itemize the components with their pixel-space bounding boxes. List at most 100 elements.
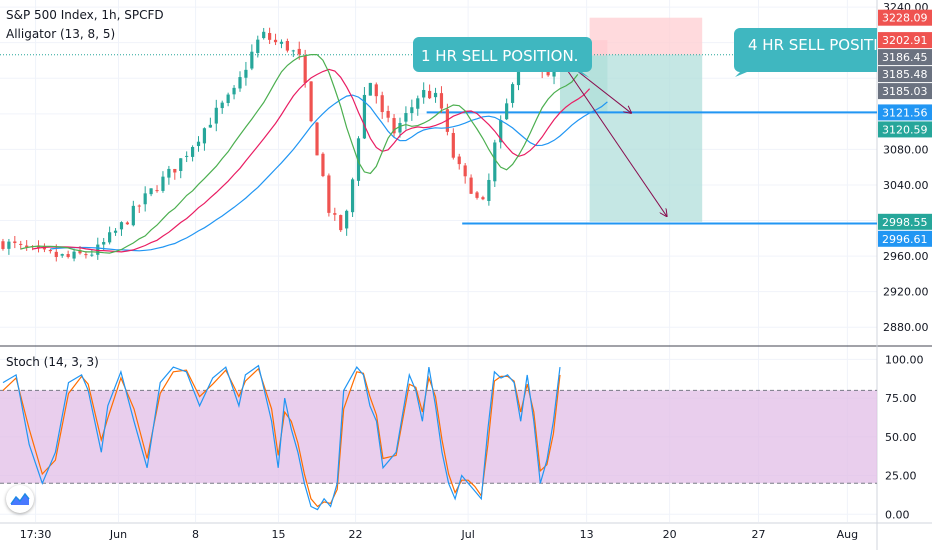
candle-body — [54, 251, 58, 258]
axis-price-label: 3121.56 — [878, 104, 932, 121]
candle-body — [143, 193, 147, 205]
price-tick-label: 2920.00 — [883, 286, 929, 299]
candle-body — [108, 232, 112, 243]
candle-body — [179, 158, 183, 171]
candle-body — [226, 94, 230, 103]
axis-price-label: 3185.48 — [878, 66, 932, 83]
position-4hr-target-zone — [589, 54, 703, 222]
callout-1hr-text: 1 HR SELL POSITION. — [421, 47, 578, 65]
candle-body — [291, 50, 295, 52]
alligator-lips-line — [20, 53, 579, 254]
candle-body — [499, 120, 503, 143]
candle-body — [428, 90, 432, 99]
candle-body — [161, 176, 165, 191]
axis-price-label-text: 3228.09 — [882, 12, 928, 25]
stoch-tick-label: 0.00 — [885, 508, 910, 521]
horizontal-lines — [0, 54, 877, 225]
candle-body — [345, 210, 349, 229]
candle-body — [119, 222, 124, 230]
indicator-label: Alligator (13, 8, 5) — [6, 27, 116, 41]
candle-body — [250, 51, 254, 69]
callout-4hr-box — [734, 28, 877, 77]
stoch-k-line — [2, 364, 561, 511]
candle-body — [149, 188, 153, 195]
callouts[interactable]: 1 HR SELL POSITION. 4 HR SELL POSITION. — [413, 28, 905, 78]
candle-body — [214, 107, 218, 124]
axis-price-label: 3228.09 — [878, 9, 932, 26]
axis-price-label-bg — [878, 66, 932, 83]
candle-body — [374, 84, 378, 97]
candle-body — [546, 70, 550, 76]
candle-body — [463, 165, 467, 177]
candle-body — [285, 40, 289, 51]
axis-price-label-bg — [878, 9, 932, 26]
candle-body — [125, 222, 130, 225]
candle-body — [481, 197, 485, 200]
axis-price-label: 3202.91 — [878, 32, 932, 49]
price-tick-label: 2960.00 — [883, 250, 929, 263]
candle-body — [350, 179, 355, 213]
candle-body — [185, 155, 189, 157]
candle-body — [457, 156, 461, 165]
axis-price-label-text: 3186.45 — [882, 51, 928, 64]
price-tick-label: 3040.00 — [883, 179, 929, 192]
axis-price-label: 2996.61 — [878, 230, 932, 247]
candle-body — [232, 87, 236, 95]
candle-body — [309, 81, 313, 122]
callout-4hr-sell: 4 HR SELL POSITION. — [734, 28, 905, 77]
candle-body — [273, 39, 278, 43]
candle-body — [96, 244, 100, 255]
candle-body — [167, 168, 171, 178]
candle-body — [321, 153, 325, 177]
candle-body — [238, 77, 242, 89]
candle-body — [25, 245, 29, 248]
stoch-tick-label: 50.00 — [885, 431, 917, 444]
candle-body — [262, 31, 266, 39]
candle-body — [404, 113, 408, 122]
callout-4hr-text: 4 HR SELL POSITION. — [748, 36, 905, 54]
candle-body — [487, 179, 491, 201]
price-tick-label: 2880.00 — [883, 321, 929, 334]
alligator-teeth-line — [32, 68, 591, 253]
candle-body — [78, 250, 82, 254]
candle-body — [433, 92, 438, 98]
candle-body — [66, 254, 70, 257]
candle-body — [451, 132, 455, 158]
candle-body — [196, 141, 201, 147]
candle-body — [333, 213, 337, 215]
candle-body — [102, 242, 106, 245]
axis-price-label-bg — [878, 32, 932, 49]
tradingview-logo-icon[interactable] — [6, 485, 34, 513]
stoch-band — [0, 390, 877, 484]
candle-body — [7, 241, 11, 249]
time-tick-label: 20 — [663, 528, 677, 541]
candle-body — [90, 254, 94, 256]
price-tick-label: 3080.00 — [883, 143, 929, 156]
time-tick-label: 22 — [349, 528, 363, 541]
time-tick-label: Aug — [837, 528, 858, 541]
time-tick-label: 13 — [580, 528, 594, 541]
time-tick-label: 8 — [192, 528, 199, 541]
time-tick-label: Jul — [460, 528, 474, 541]
time-tick-label: Jun — [109, 528, 127, 541]
candle-body — [303, 56, 307, 83]
stoch-label: Stoch (14, 3, 3) — [6, 355, 99, 369]
chart-title: S&P 500 Index, 1h, SPCFD — [6, 8, 164, 22]
candle-body — [131, 205, 135, 226]
candle-body — [279, 41, 284, 44]
stoch-tick-label: 100.00 — [885, 353, 924, 366]
callout-1hr-sell: 1 HR SELL POSITION. — [413, 37, 592, 78]
stoch-tick-label: 75.00 — [885, 392, 917, 405]
candle-body — [19, 243, 23, 245]
candle-body — [380, 95, 384, 113]
candle-body — [113, 230, 118, 233]
axis-price-label-text: 2998.55 — [882, 216, 928, 229]
candle-body — [516, 66, 521, 86]
candle-body — [469, 177, 473, 194]
axis-price-label-text: 3121.56 — [882, 106, 928, 119]
candle-body — [72, 251, 76, 259]
axis-price-label: 2998.55 — [878, 213, 932, 230]
alligator-lines — [20, 53, 608, 254]
